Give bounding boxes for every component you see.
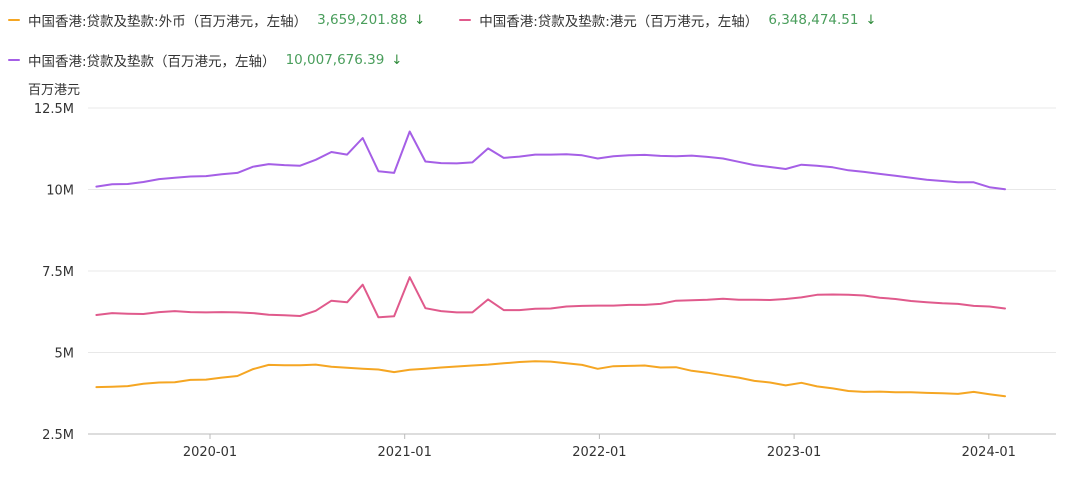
series-line-0	[95, 360, 1006, 398]
legend-label-hkd: 中国香港:贷款及垫款:港元（百万港元，左轴）	[479, 14, 759, 30]
legend-value-foreign-currency: 3,659,201.88	[317, 12, 408, 28]
legend-item-hkd[interactable]: 中国香港:贷款及垫款:港元（百万港元，左轴） 6,348,474.51 ↓	[459, 10, 876, 30]
legend-label-total: 中国香港:贷款及垫款（百万港元，左轴）	[28, 54, 276, 70]
x-tick-label: 2023-01	[767, 445, 821, 460]
y-tick-label: 7.5M	[42, 265, 74, 280]
legend-item-foreign-currency[interactable]: 中国香港:贷款及垫款:外币（百万港元，左轴） 3,659,201.88 ↓	[8, 10, 425, 30]
y-axis-ticks: 2.5M 5M 7.5M 10M 12.5M	[34, 102, 74, 443]
y-tick-label: 5M	[55, 347, 75, 362]
x-tick-label: 2021-01	[378, 445, 432, 460]
x-tick-label: 2022-01	[572, 445, 626, 460]
y-axis-unit-label: 百万港元	[28, 83, 80, 98]
legend-label-foreign-currency: 中国香港:贷款及垫款:外币（百万港元，左轴）	[28, 14, 308, 30]
x-axis: 2020-01 2021-01 2022-01 2023-01 2024-01	[88, 433, 1056, 460]
series-line-1	[95, 276, 1006, 319]
x-tick-label: 2024-01	[962, 445, 1016, 460]
legend-row-2: 中国香港:贷款及垫款（百万港元，左轴） 10,007,676.39 ↓	[8, 40, 1072, 80]
down-arrow-icon: ↓	[414, 12, 426, 28]
legend-row-1: 中国香港:贷款及垫款:外币（百万港元，左轴） 3,659,201.88 ↓ 中国…	[8, 0, 1072, 40]
y-tick-label: 10M	[46, 184, 74, 199]
y-tick-label: 12.5M	[34, 102, 74, 117]
y-tick-label: 2.5M	[42, 428, 74, 443]
legend-swatch-total	[8, 59, 20, 61]
down-arrow-icon: ↓	[865, 12, 877, 28]
grid-lines	[88, 107, 1056, 353]
legend-value-hkd: 6,348,474.51	[768, 12, 859, 28]
legend-swatch-foreign-currency	[8, 19, 20, 21]
legend-item-total[interactable]: 中国香港:贷款及垫款（百万港元，左轴） 10,007,676.39 ↓	[8, 50, 402, 70]
legend-value-total: 10,007,676.39	[285, 52, 385, 68]
series-lines	[95, 130, 1006, 398]
down-arrow-icon: ↓	[391, 52, 403, 68]
chart-legend: 中国香港:贷款及垫款:外币（百万港元，左轴） 3,659,201.88 ↓ 中国…	[8, 0, 1072, 80]
series-line-2	[95, 130, 1006, 191]
x-tick-label: 2020-01	[183, 445, 237, 460]
legend-swatch-hkd	[459, 19, 472, 21]
